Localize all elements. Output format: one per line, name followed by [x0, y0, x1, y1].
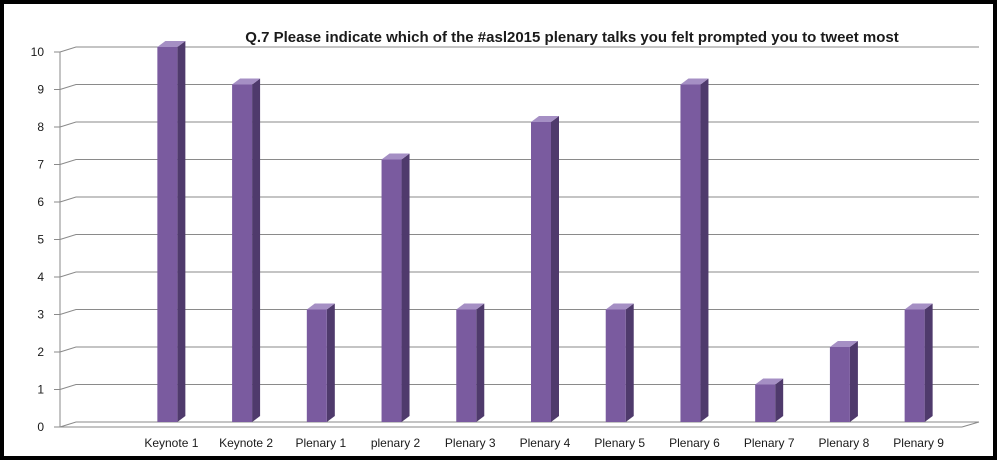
bar	[456, 303, 485, 422]
gridline	[59, 234, 979, 240]
x-tick-label: Plenary 5	[594, 436, 645, 450]
bar-front	[755, 384, 776, 422]
bar-front	[381, 159, 402, 422]
x-tick-label: Keynote 1	[144, 436, 198, 450]
bar	[680, 78, 709, 422]
gridline	[59, 159, 979, 165]
y-tick-label: 3	[37, 308, 44, 322]
gridline	[59, 309, 979, 315]
bar-side	[252, 78, 261, 422]
x-tick-label: Plenary 9	[893, 436, 944, 450]
bar-side	[476, 303, 485, 422]
x-tick-label: Plenary 6	[669, 436, 720, 450]
x-tick-label: Plenary 8	[819, 436, 870, 450]
bar-top	[605, 303, 634, 310]
bar-front	[232, 84, 253, 422]
y-tick-label: 2	[37, 345, 44, 359]
bar-front	[904, 309, 925, 422]
bar-side	[625, 303, 634, 422]
y-tick-label: 10	[31, 45, 45, 59]
bar	[829, 341, 858, 422]
bar-top	[232, 78, 261, 85]
gridline	[59, 421, 979, 428]
y-tick-label: 6	[37, 195, 44, 209]
bar-side	[924, 303, 933, 422]
gridline	[59, 346, 979, 353]
y-tick-label: 4	[37, 270, 44, 284]
floor-right-edge	[961, 421, 980, 428]
bar-front	[306, 309, 327, 422]
bar-front	[456, 309, 477, 422]
y-tick-label: 9	[37, 83, 44, 97]
bar	[755, 378, 784, 422]
gridline	[59, 271, 979, 278]
chart-title: Q.7 Please indicate which of the #asl201…	[245, 29, 899, 46]
bar-top	[456, 303, 485, 310]
bar	[306, 303, 335, 422]
gridline	[59, 84, 979, 90]
x-tick-label: Plenary 4	[520, 436, 571, 450]
bar-front	[605, 309, 626, 422]
gridline	[59, 46, 979, 53]
bar-top	[157, 41, 186, 47]
gridline	[59, 384, 979, 390]
bar-front	[829, 347, 850, 422]
bar-side	[849, 341, 858, 422]
y-tick-label: 8	[37, 120, 44, 134]
y-tick-label: 0	[37, 420, 44, 434]
bar	[381, 153, 410, 422]
x-tick-label: Keynote 2	[219, 436, 273, 450]
bar-top	[531, 116, 559, 122]
x-tick-label: Plenary 7	[744, 436, 795, 450]
bar-layer	[157, 41, 933, 422]
gridline	[59, 121, 979, 128]
bar	[157, 41, 186, 422]
bar-side	[700, 78, 709, 422]
x-tick-label: plenary 2	[371, 436, 421, 450]
bar-top	[904, 303, 933, 310]
bar	[904, 303, 933, 422]
bar-front	[531, 122, 551, 422]
label-layer: 0 1 2 3 4 5 6 7 8 9 10 Keynote 1 Keynote 2 Plenary 1 p…	[31, 45, 945, 450]
bar	[232, 78, 261, 422]
bar-side	[177, 41, 186, 422]
bar-side	[326, 303, 335, 422]
y-tick-label: 5	[37, 233, 44, 247]
axis-layer	[54, 51, 980, 428]
bar-side	[401, 153, 410, 422]
bar-top	[381, 153, 410, 160]
bar-top	[829, 341, 858, 347]
bar	[531, 116, 559, 422]
bar-top	[680, 78, 709, 85]
bar-side	[551, 116, 559, 422]
bar	[605, 303, 634, 422]
bar-front	[680, 84, 701, 422]
bar-front	[157, 47, 178, 422]
y-tick-label: 7	[37, 158, 44, 172]
grid-layer	[59, 46, 979, 428]
bar-top	[755, 378, 784, 385]
x-tick-label: Plenary 1	[295, 436, 346, 450]
gridline	[59, 196, 979, 203]
bar-side	[775, 378, 784, 422]
y-tick-label: 1	[37, 383, 44, 397]
x-tick-label: Plenary 3	[445, 436, 496, 450]
bar-top	[306, 303, 335, 310]
bar-chart: 0 1 2 3 4 5 6 7 8 9 10 Keynote 1 Keynote 2 Plenary 1 p…	[31, 29, 980, 450]
